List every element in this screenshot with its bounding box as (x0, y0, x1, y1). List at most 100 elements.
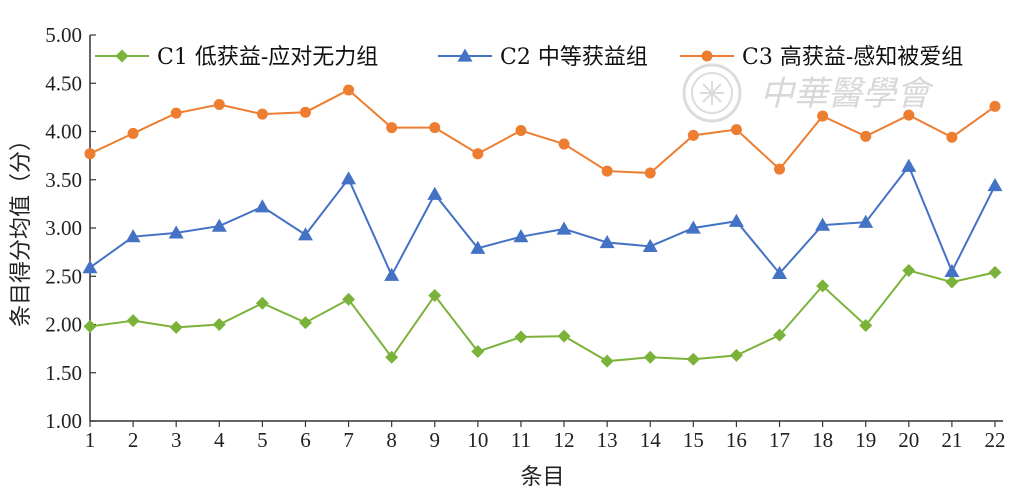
legend: C1 低获益-应对无力组 C2 中等获益组 C3 高获益-感知被爱组 (95, 45, 963, 70)
series-2-point (944, 263, 960, 278)
series-3-point (558, 138, 570, 150)
series-1-point (342, 292, 356, 306)
series-3-point (472, 148, 484, 160)
series-2-point (211, 218, 227, 232)
series-3-point (601, 165, 613, 177)
series-1-point (557, 329, 571, 343)
legend-label: C2 中等获益组 (500, 45, 648, 70)
y-tick-label: 2.00 (45, 313, 82, 337)
series-1-point (859, 318, 873, 332)
watermark-text: 中華醫學會 (760, 74, 935, 114)
axes: 1.001.502.002.503.003.504.004.505.001 2 3 4… (45, 23, 1005, 452)
legend-marker (115, 49, 129, 63)
series-2-point (82, 260, 98, 274)
x-tick-label: 7 (343, 428, 354, 452)
series-3 (84, 84, 1001, 179)
legend-label: C1 低获益-应对无力组 (157, 45, 378, 70)
series-1-point (212, 318, 226, 331)
series-2-point (642, 238, 658, 252)
y-tick-label: 1.00 (45, 409, 82, 433)
series-1-point (428, 289, 442, 303)
y-tick-label: 4.50 (45, 71, 82, 95)
series-1-point (83, 319, 97, 333)
x-tick-label: 20 (898, 428, 919, 452)
series-2-point (901, 158, 917, 172)
series-2 (82, 158, 1003, 281)
series-2-point (728, 213, 744, 227)
series-3-point (860, 130, 872, 142)
series-1-point (643, 350, 657, 364)
y-tick-label: 1.50 (45, 361, 82, 385)
series-3-point (84, 148, 96, 160)
series-3-point (687, 129, 699, 141)
x-tick-label: 11 (511, 428, 531, 452)
legend-item-1: C1 低获益-应对无力组 (95, 45, 378, 70)
y-tick-label: 5.00 (45, 23, 82, 47)
series-2-point (858, 214, 874, 228)
legend-item-2: C2 中等获益组 (438, 45, 648, 70)
x-tick-label: 14 (640, 428, 662, 452)
series-3-point (299, 106, 311, 118)
series-2-point (470, 240, 486, 254)
series-2-point (599, 234, 615, 249)
legend-label: C3 高获益-感知被爱组 (742, 45, 963, 70)
x-tick-label: 18 (812, 428, 833, 452)
y-axis-title: 条目得分均值（分） (9, 129, 34, 327)
series-3-point (343, 84, 355, 96)
series-2-point (384, 267, 400, 281)
series-3-point (644, 167, 656, 179)
x-tick-label: 3 (171, 428, 182, 452)
y-tick-label: 3.50 (45, 168, 82, 192)
series-3-point (730, 124, 742, 136)
series-2-point (427, 186, 443, 200)
x-tick-label: 8 (386, 428, 397, 452)
x-tick-label: 9 (430, 428, 441, 452)
series-2-point (556, 221, 572, 235)
x-tick-label: 13 (597, 428, 618, 452)
legend-marker (701, 50, 713, 62)
series-2-point (125, 229, 141, 243)
x-tick-label: 22 (985, 428, 1006, 452)
legend-item-3: C3 高获益-感知被爱组 (680, 45, 963, 70)
legend-marker (457, 48, 473, 62)
series-1-point (816, 279, 830, 293)
series-3-point (903, 109, 915, 121)
series-2-point (987, 178, 1003, 192)
series-2-point (297, 227, 313, 241)
series-3-point (817, 110, 829, 122)
x-tick-label: 12 (554, 428, 575, 452)
x-tick-label: 4 (214, 428, 225, 452)
x-tick-label: 19 (855, 428, 876, 452)
series-1-point (298, 316, 312, 330)
series-3-line (89, 88, 996, 175)
series-3-point (989, 100, 1001, 112)
series-3-point (774, 163, 786, 175)
y-tick-label: 4.00 (45, 120, 82, 144)
series-2-point (815, 217, 831, 231)
series-1-point (600, 354, 614, 368)
series-1-point (902, 263, 916, 277)
series-1-point (773, 328, 787, 342)
series-3-point (386, 122, 398, 134)
x-axis-title: 条目 (520, 465, 564, 490)
y-tick-label: 3.00 (45, 216, 82, 240)
series-1 (83, 263, 1002, 368)
series-1-point (255, 296, 269, 310)
series-3-point (127, 127, 139, 139)
series-2-line (89, 164, 996, 278)
x-tick-label: 5 (257, 428, 268, 452)
x-tick-label: 21 (941, 428, 962, 452)
series-1-point (729, 348, 743, 362)
series-2-point (772, 265, 788, 279)
series-layer (82, 84, 1003, 368)
x-tick-label: 17 (769, 428, 790, 452)
x-tick-label: 6 (300, 428, 311, 452)
series-3-point (256, 108, 268, 120)
x-tick-label: 16 (726, 428, 747, 452)
series-1-point (945, 275, 959, 289)
series-1-line (89, 269, 996, 363)
series-3-point (170, 107, 182, 119)
x-tick-label: 1 (85, 428, 96, 452)
watermark-seal-icon (682, 63, 742, 123)
